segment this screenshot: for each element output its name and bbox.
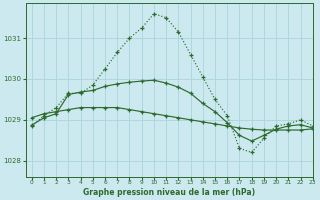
X-axis label: Graphe pression niveau de la mer (hPa): Graphe pression niveau de la mer (hPa) bbox=[83, 188, 255, 197]
